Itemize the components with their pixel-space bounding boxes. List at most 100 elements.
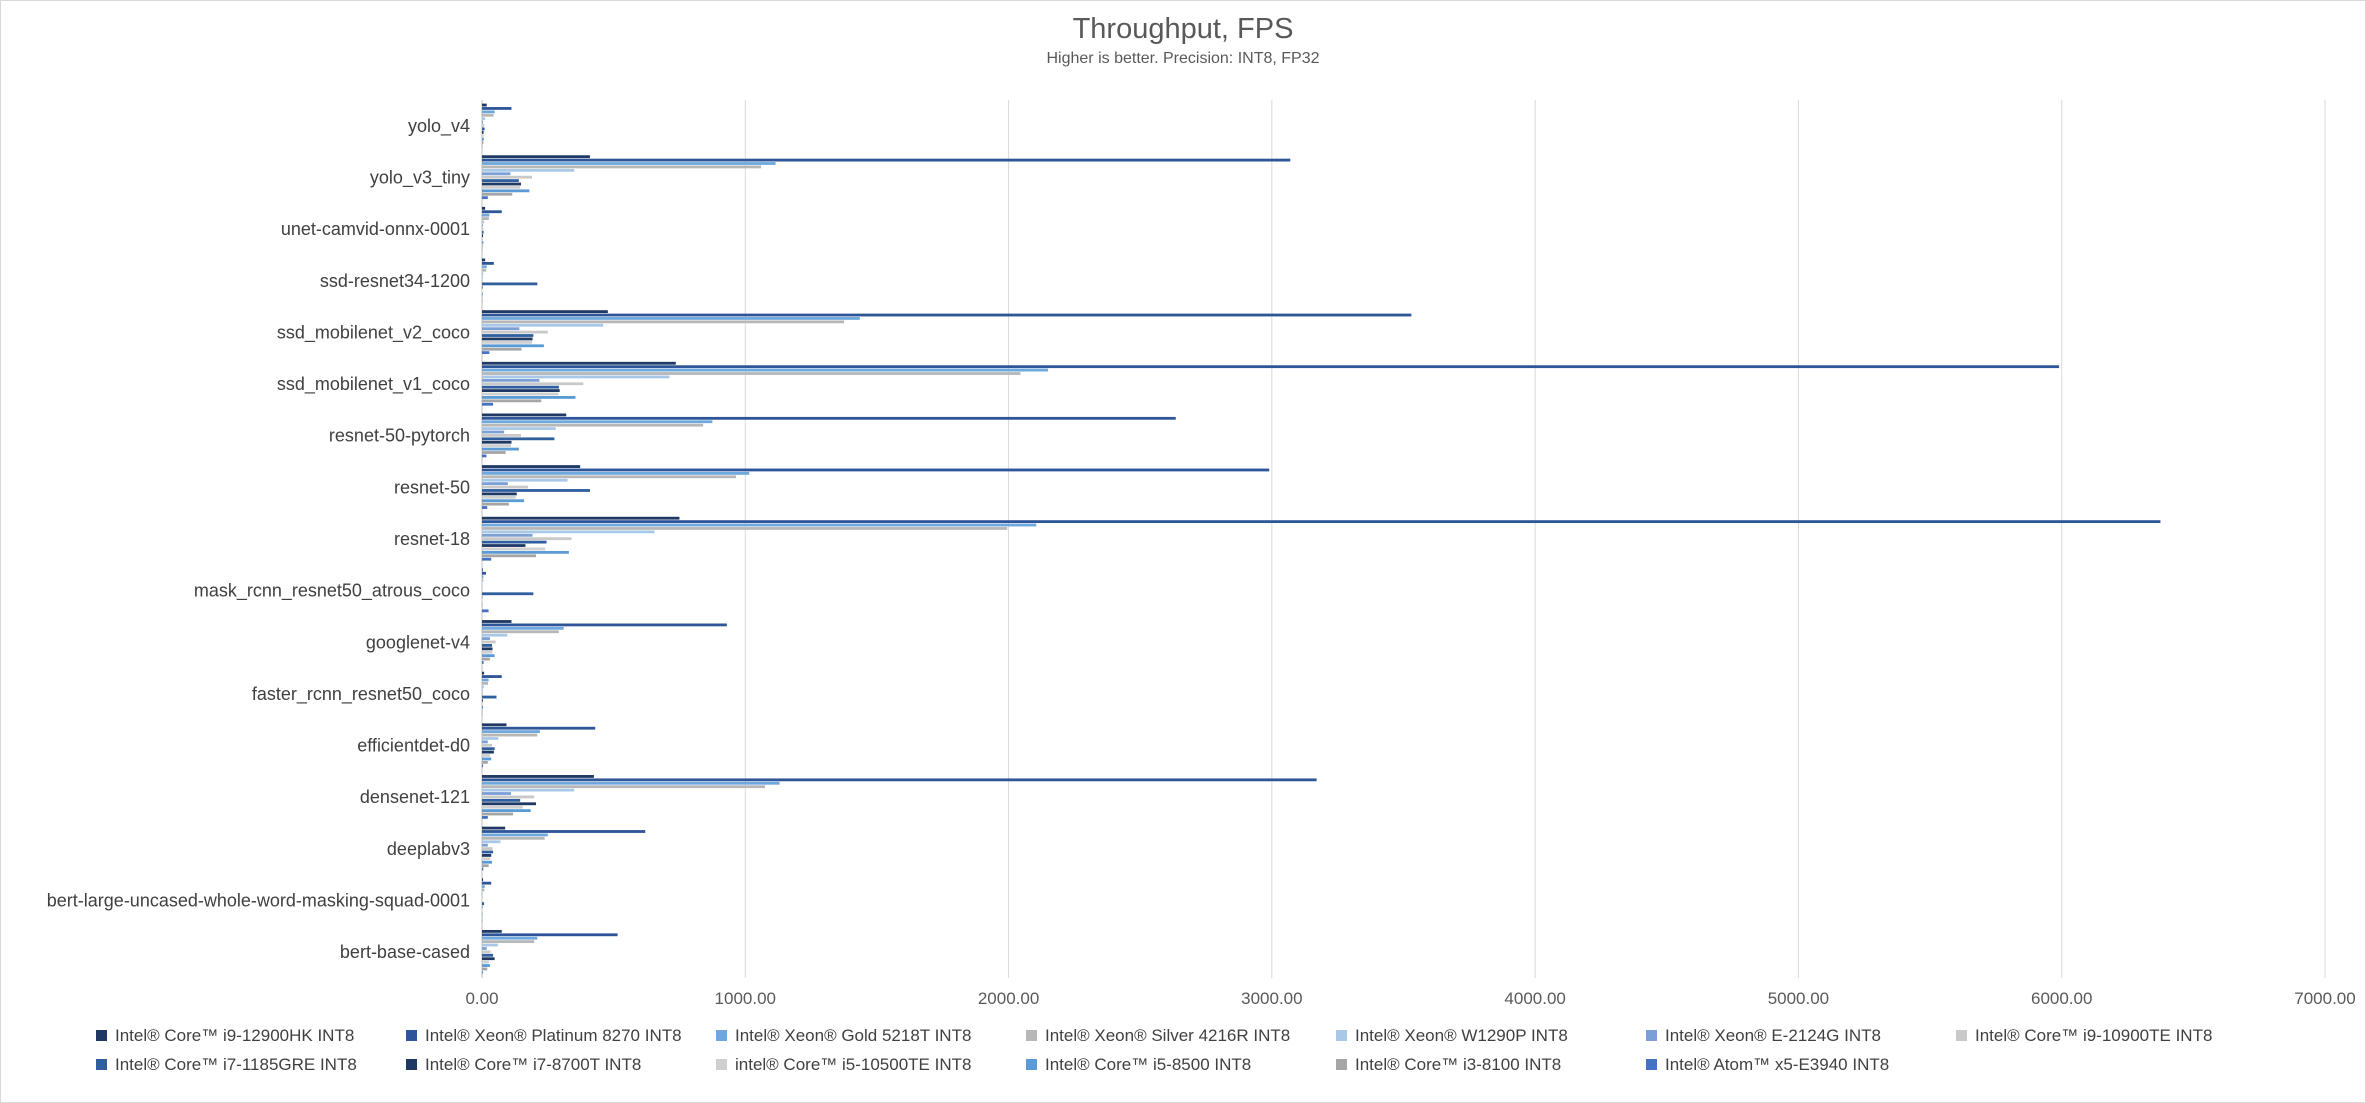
category-label: resnet-50 bbox=[394, 477, 470, 497]
bar bbox=[482, 468, 1270, 472]
legend-swatch bbox=[96, 1059, 107, 1070]
bar bbox=[482, 227, 484, 231]
x-tick-label: 4000.00 bbox=[1504, 989, 1565, 1008]
bar bbox=[482, 537, 572, 541]
bar bbox=[482, 392, 559, 396]
bar bbox=[482, 396, 576, 399]
bar bbox=[482, 816, 488, 819]
legend-label: Intel® Xeon® Silver 4216R INT8 bbox=[1045, 1026, 1291, 1045]
legend-swatch bbox=[406, 1030, 417, 1041]
bar bbox=[482, 437, 555, 441]
bar bbox=[482, 279, 483, 282]
bar bbox=[482, 678, 489, 682]
bar bbox=[482, 213, 490, 217]
bar bbox=[482, 675, 502, 678]
bar bbox=[482, 637, 490, 640]
bar bbox=[482, 723, 507, 727]
legend-item: Intel® Core™ i9-10900TE INT8 bbox=[1956, 1026, 2212, 1046]
bar bbox=[482, 671, 485, 675]
bar bbox=[482, 733, 538, 737]
bar bbox=[482, 785, 766, 789]
bar bbox=[482, 747, 495, 751]
bar bbox=[482, 550, 569, 554]
bar bbox=[482, 107, 512, 110]
bar bbox=[482, 124, 485, 127]
legend-item: Intel® Xeon® Gold 5218T INT8 bbox=[716, 1026, 971, 1046]
bar bbox=[482, 757, 492, 761]
legend-item: Intel® Xeon® E-2124G INT8 bbox=[1646, 1026, 1881, 1046]
bar bbox=[482, 117, 486, 121]
bar bbox=[482, 705, 484, 709]
bar bbox=[482, 282, 538, 286]
bar bbox=[482, 141, 484, 145]
legend-swatch bbox=[1026, 1059, 1037, 1070]
bar bbox=[482, 165, 762, 169]
bar bbox=[482, 781, 780, 785]
x-tick-label: 2000.00 bbox=[978, 989, 1039, 1008]
bar bbox=[482, 162, 776, 165]
category-label: ssd_mobilenet_v2_coco bbox=[277, 322, 470, 343]
bar bbox=[482, 375, 670, 379]
legend-label: Intel® Core™ i7-1185GRE INT8 bbox=[115, 1055, 357, 1074]
bar bbox=[482, 337, 533, 341]
bar bbox=[482, 964, 490, 967]
bar bbox=[482, 137, 484, 141]
bar bbox=[482, 451, 506, 454]
bar bbox=[482, 760, 488, 764]
bar bbox=[482, 654, 495, 658]
bar bbox=[482, 485, 529, 489]
bar bbox=[482, 864, 489, 868]
legend-swatch bbox=[1646, 1030, 1657, 1041]
bar bbox=[482, 970, 483, 974]
bar bbox=[482, 685, 484, 689]
bar bbox=[482, 334, 534, 337]
bar bbox=[482, 499, 525, 503]
bar bbox=[482, 626, 564, 630]
bar bbox=[482, 423, 704, 427]
category-label: unet-camvid-onnx-0001 bbox=[281, 219, 470, 239]
legend-item: Intel® Atom™ x5-E3940 INT8 bbox=[1646, 1055, 1889, 1075]
bar bbox=[482, 268, 487, 272]
category-label: bert-base-cased bbox=[340, 942, 470, 962]
category-label: ssd_mobilenet_v1_coco bbox=[277, 374, 470, 395]
bar bbox=[482, 389, 560, 393]
bar bbox=[482, 502, 509, 506]
bar bbox=[482, 447, 519, 451]
bar bbox=[482, 575, 484, 579]
category-label: bert-large-uncased-whole-word-masking-sq… bbox=[47, 891, 470, 911]
bar bbox=[482, 430, 505, 434]
bar bbox=[482, 127, 485, 131]
bar bbox=[482, 310, 608, 314]
bar bbox=[482, 234, 484, 238]
category-label: yolo_v3_tiny bbox=[370, 167, 470, 188]
bar bbox=[482, 743, 493, 747]
bar bbox=[482, 189, 530, 193]
bar bbox=[482, 644, 493, 647]
bar bbox=[482, 130, 484, 134]
legend-item: Intel® Core™ i5-8500 INT8 bbox=[1026, 1055, 1251, 1075]
bar bbox=[482, 527, 1008, 530]
bar bbox=[482, 220, 485, 224]
category-label: deeplabv3 bbox=[387, 839, 470, 859]
category-label: resnet-50-pytorch bbox=[329, 426, 470, 446]
bar bbox=[482, 444, 511, 448]
bar bbox=[482, 726, 596, 730]
legend-label: Intel® Core™ i5-8500 INT8 bbox=[1045, 1055, 1252, 1074]
bar bbox=[482, 953, 494, 957]
bar bbox=[482, 492, 517, 496]
bar bbox=[482, 809, 531, 813]
bar bbox=[482, 578, 484, 582]
bar bbox=[482, 192, 513, 196]
legend-swatch bbox=[1336, 1059, 1347, 1070]
bar bbox=[482, 296, 483, 299]
bar bbox=[482, 482, 508, 486]
x-tick-label: 3000.00 bbox=[1241, 989, 1302, 1008]
bar bbox=[482, 657, 490, 661]
x-tick-label: 0.00 bbox=[465, 989, 498, 1008]
bar bbox=[482, 740, 488, 744]
bar bbox=[482, 950, 491, 954]
bar bbox=[482, 272, 484, 276]
bar bbox=[482, 833, 548, 837]
bar bbox=[482, 237, 484, 241]
